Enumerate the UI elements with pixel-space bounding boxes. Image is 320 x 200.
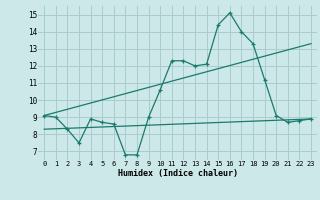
- X-axis label: Humidex (Indice chaleur): Humidex (Indice chaleur): [118, 169, 238, 178]
